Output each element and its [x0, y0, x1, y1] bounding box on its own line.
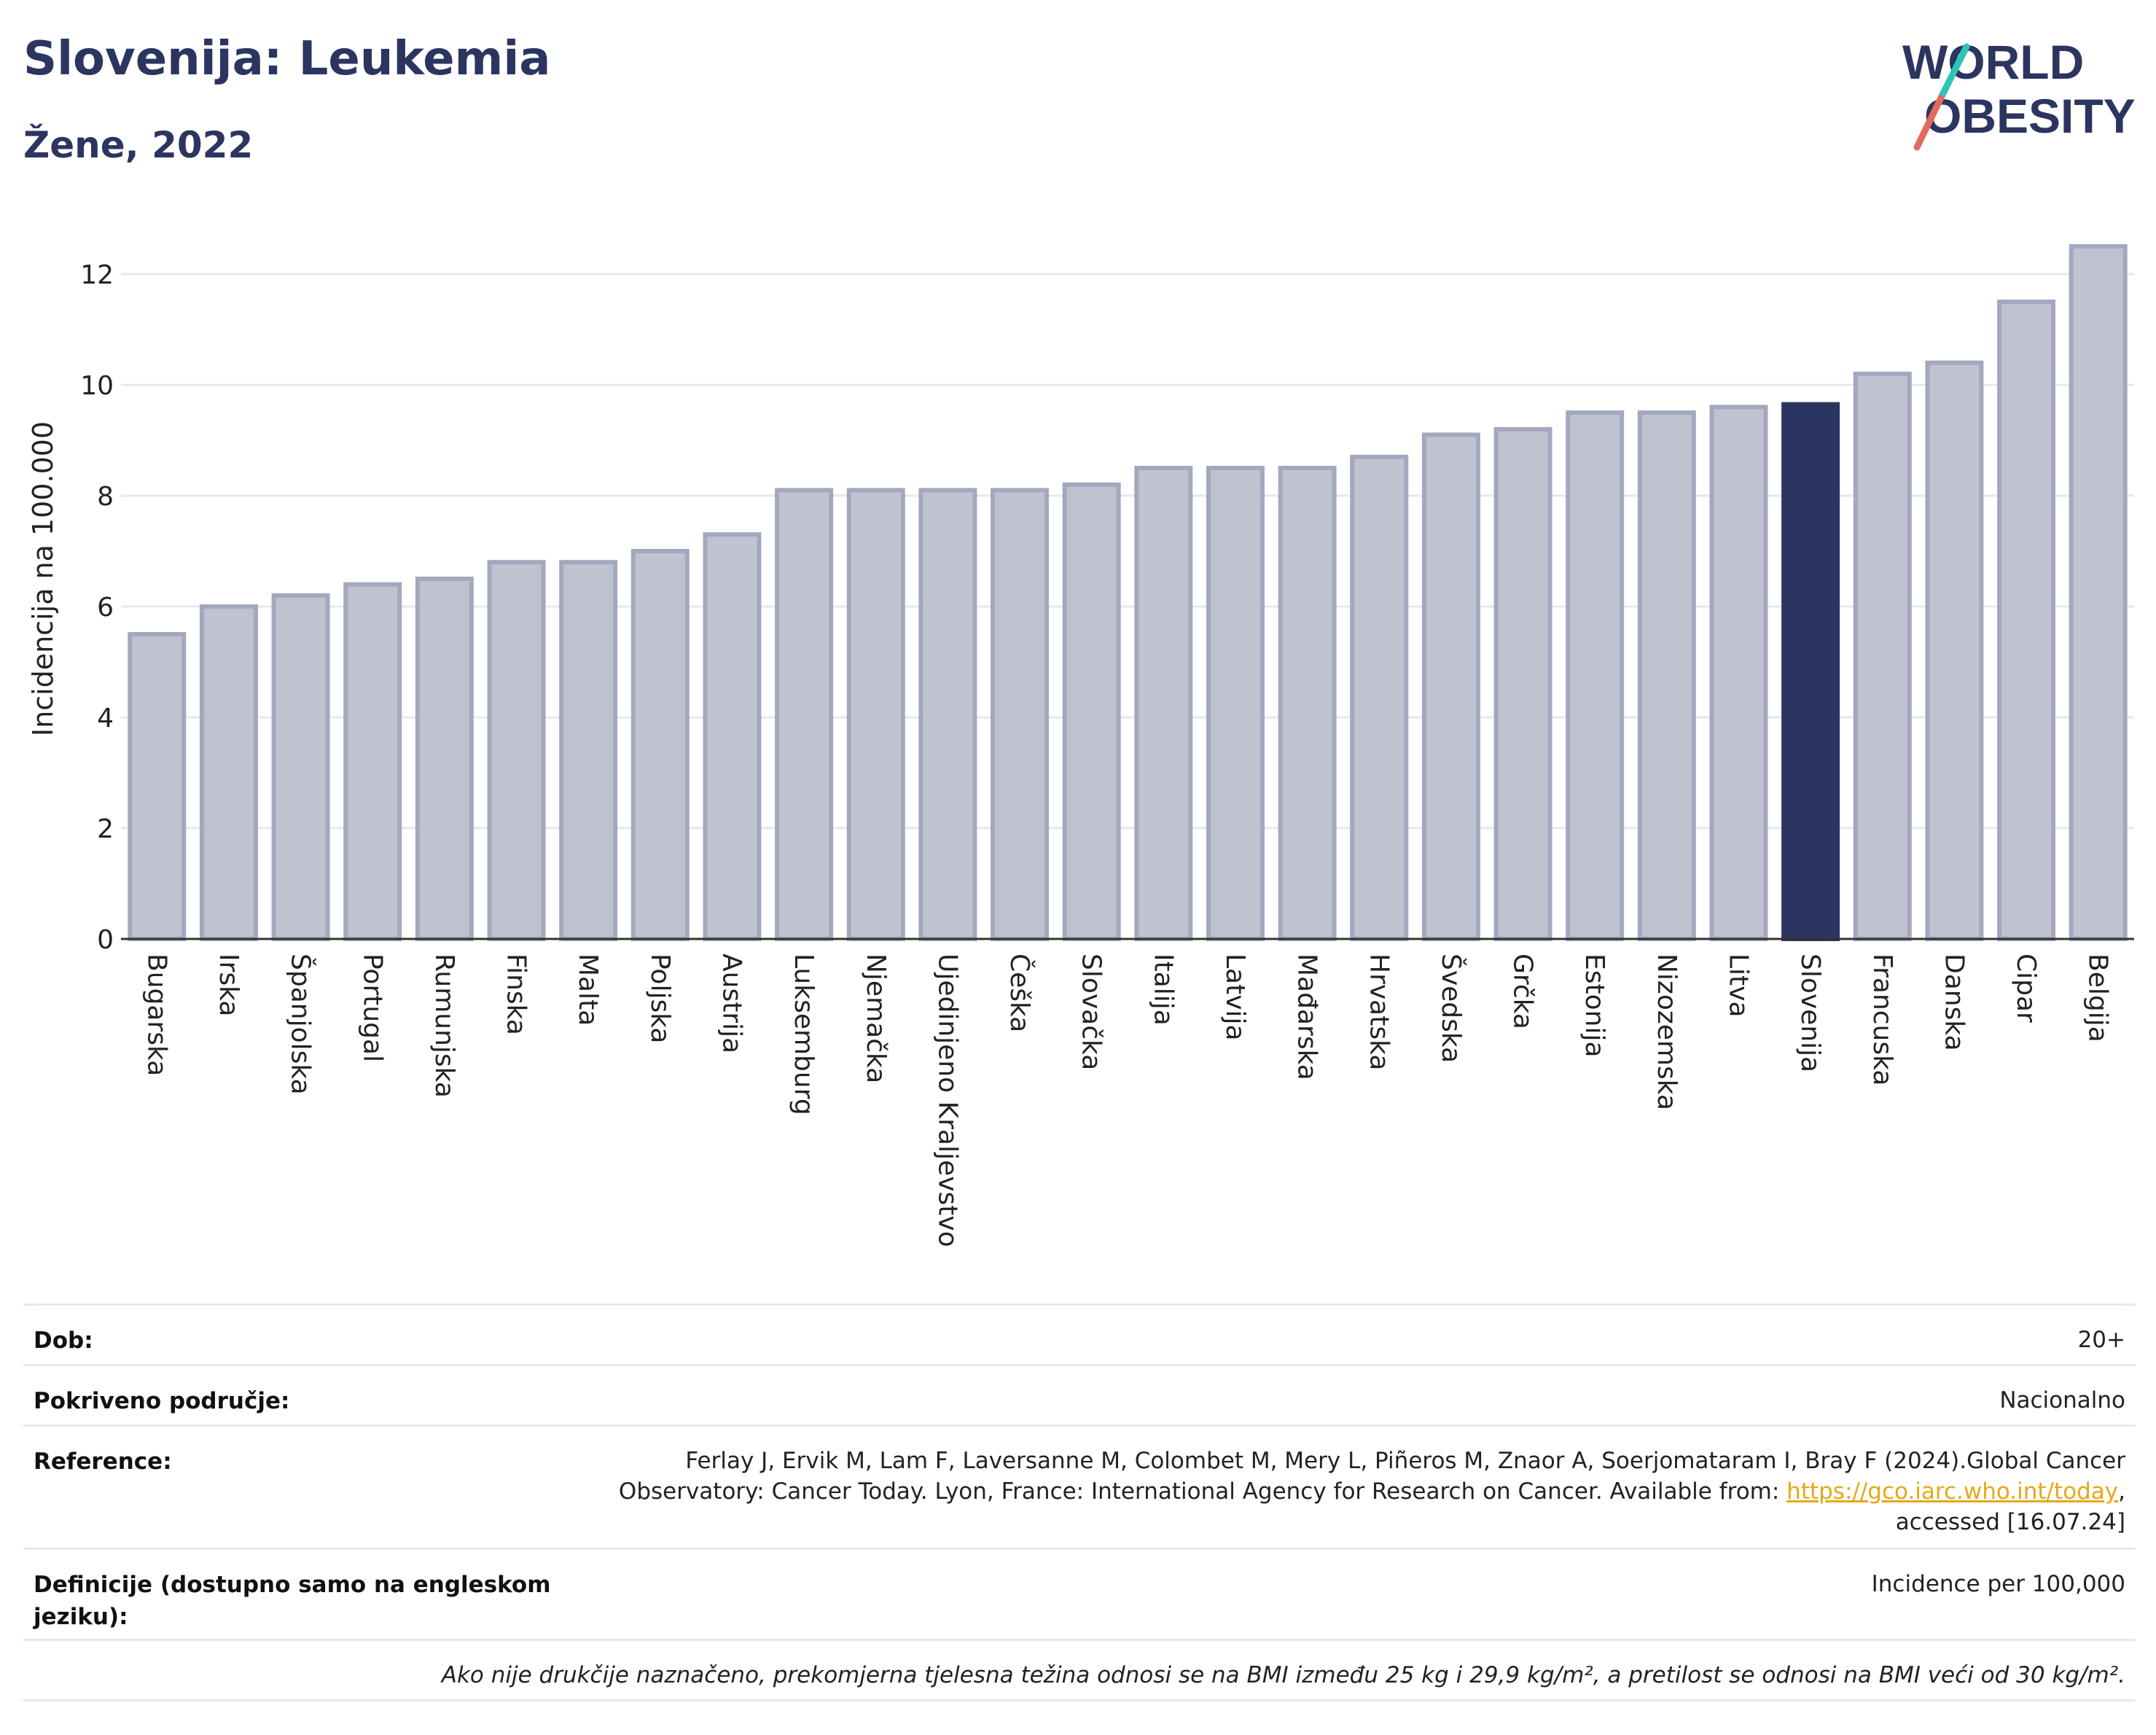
bar-litva	[1709, 405, 1768, 941]
x-tick-label: Francuska	[1867, 954, 1897, 1085]
y-tick-label: 12	[80, 260, 114, 290]
x-tick-label: Litva	[1723, 954, 1753, 1018]
bar-francuska	[1853, 371, 1912, 941]
bar-belgija	[2069, 244, 2128, 941]
x-tick-label: Estonija	[1579, 954, 1609, 1058]
logo-slash-red	[1913, 90, 1947, 151]
y-tick-label: 8	[97, 482, 114, 512]
logo-line1: WORLD	[1902, 35, 2084, 89]
x-tick-label: Belgija	[2083, 954, 2113, 1042]
bmi-note: Ako nije drukčije naznačeno, prekomjerna…	[441, 1662, 2125, 1688]
bar-ujedinjeno-kraljevstvo	[918, 488, 977, 941]
bar-bugarska	[128, 632, 187, 941]
page-subtitle: Žene, 2022	[23, 124, 254, 166]
logo-line2: OBESITY	[1924, 89, 2136, 143]
bar-chart: 0 2 4 6 8 10 12 Bugarska Irska Španjolska Portuga…	[27, 244, 2134, 1247]
x-tick-labels: Bugarska Irska Španjolska Portugal Rumunjska…	[141, 954, 2112, 1247]
x-tick-label: Češka	[1004, 954, 1035, 1032]
x-tick-label: Italija	[1148, 954, 1178, 1026]
x-tick-label: Danska	[1939, 954, 1969, 1051]
x-tick-label: Grčka	[1508, 954, 1538, 1029]
definitions-value: Incidence per 100,000	[1871, 1571, 2125, 1597]
bar-luksemburg	[775, 488, 834, 941]
y-tick-label: 4	[97, 703, 114, 733]
x-tick-label: Latvija	[1220, 954, 1250, 1041]
bar-slovenija	[1781, 402, 1840, 941]
logo-slash-teal	[1940, 43, 1970, 97]
bar-hrvatska	[1350, 454, 1409, 941]
bar-rumunjska	[415, 577, 474, 941]
x-tick-label: Portugal	[357, 954, 387, 1062]
reference-line-2-end: ,	[2118, 1478, 2125, 1505]
x-tick-label: Malta	[573, 954, 603, 1026]
bar-danska	[1925, 360, 1984, 942]
bar-njemačka	[846, 488, 905, 941]
y-tick-label: 6	[97, 593, 114, 623]
bar-mađarska	[1278, 466, 1337, 941]
meta-row-area: Pokriveno područje: Nacionalno	[23, 1364, 2136, 1424]
reference-link[interactable]: https://gco.iarc.who.int/today	[1786, 1478, 2119, 1505]
x-tick-label: Finska	[501, 954, 531, 1035]
bar-finska	[487, 560, 546, 941]
x-tick-label: Švedska	[1436, 954, 1466, 1063]
bars	[128, 244, 2128, 942]
y-tick-label: 0	[97, 925, 114, 955]
metadata-table: Dob: 20+ Pokriveno područje: Nacionalno …	[23, 1303, 2136, 1701]
meta-row-note: Ako nije drukčije naznačeno, prekomjerna…	[23, 1639, 2136, 1701]
x-tick-label: Cipar	[2011, 954, 2041, 1023]
meta-row-definitions: Definicije (dostupno samo na engleskom j…	[23, 1548, 2136, 1639]
x-tick-label: Slovenija	[1795, 954, 1825, 1072]
bar-latvija	[1206, 466, 1265, 941]
bar-italija	[1134, 466, 1193, 941]
x-tick-label: Slovačka	[1077, 954, 1106, 1070]
world-obesity-logo: WORLD OBESITY	[1902, 35, 2136, 151]
age-label: Dob:	[34, 1327, 93, 1354]
x-tick-label: Austrija	[716, 954, 746, 1053]
reference-label: Reference:	[34, 1449, 172, 1475]
reference-line-3: accessed [16.07.24]	[1895, 1509, 2125, 1535]
area-value: Nacionalno	[1999, 1387, 2125, 1414]
meta-row-reference: Reference: Ferlay J, Ervik M, Lam F, Lav…	[23, 1424, 2136, 1548]
bar-irska	[199, 604, 258, 941]
reference-value: Ferlay J, Ervik M, Lam F, Laversanne M, …	[619, 1446, 2125, 1537]
reference-line-2: Observatory: Cancer Today. Lyon, France:…	[619, 1476, 2125, 1507]
x-tick-label: Nizozemska	[1652, 954, 1682, 1110]
area-label: Pokriveno područje:	[34, 1388, 290, 1414]
bar-nizozemska	[1637, 410, 1696, 941]
definitions-label: Definicije (dostupno samo na engleskom j…	[34, 1572, 551, 1630]
age-value: 20+	[2077, 1327, 2125, 1353]
x-tick-label: Bugarska	[141, 954, 171, 1076]
x-tick-label: Rumunjska	[429, 954, 459, 1098]
bar-cipar	[1997, 300, 2056, 941]
bar-malta	[559, 560, 618, 941]
y-axis-label: Incidencija na 100.000	[27, 421, 59, 736]
bar-češka	[991, 488, 1050, 941]
bar-estonija	[1566, 410, 1625, 941]
y-tick-labels: 0 2 4 6 8 10 12	[80, 260, 114, 955]
x-tick-label: Mađarska	[1292, 954, 1322, 1080]
bar-španjolska	[271, 593, 330, 941]
bar-grčka	[1493, 426, 1552, 941]
x-tick-label: Hrvatska	[1364, 954, 1394, 1070]
bar-austrija	[703, 532, 762, 941]
y-tick-label: 10	[80, 371, 114, 401]
reference-line-1: Ferlay J, Ervik M, Lam F, Laversanne M, …	[685, 1448, 2125, 1474]
page-title: Slovenija: Leukemia	[23, 32, 551, 86]
x-tick-label: Irska	[214, 954, 243, 1016]
bar-švedska	[1421, 432, 1480, 941]
reference-line-2-text: Observatory: Cancer Today. Lyon, France:…	[618, 1478, 1787, 1505]
x-tick-label: Ujedinjeno Kraljevstvo	[932, 954, 962, 1247]
meta-row-age: Dob: 20+	[23, 1303, 2136, 1364]
bar-poljska	[630, 549, 690, 941]
bar-portugal	[343, 582, 402, 941]
x-tick-label: Luksemburg	[789, 954, 819, 1115]
y-tick-label: 2	[97, 814, 114, 844]
bar-slovačka	[1062, 482, 1121, 941]
x-tick-label: Španjolska	[286, 954, 316, 1095]
x-tick-label: Njemačka	[861, 954, 891, 1083]
x-tick-label: Poljska	[645, 954, 675, 1044]
